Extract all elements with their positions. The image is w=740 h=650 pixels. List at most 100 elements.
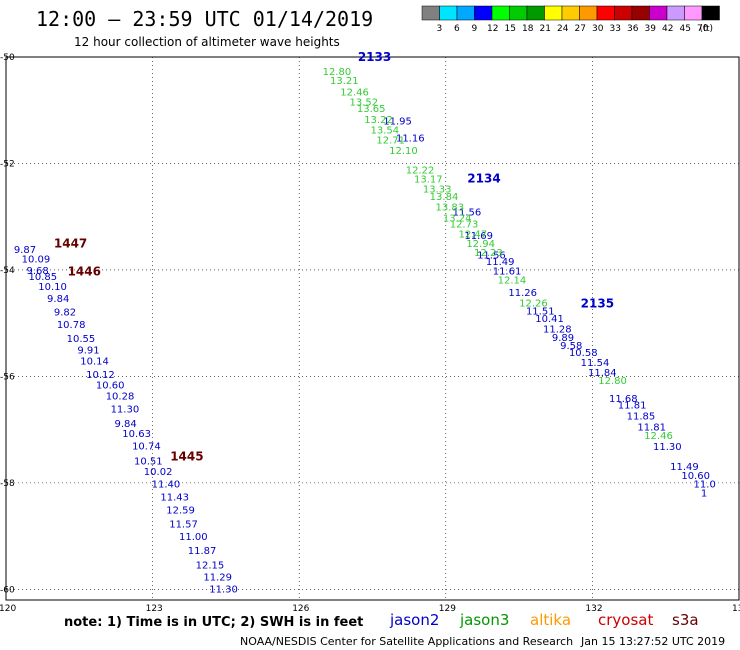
- s3a-data-point: 11.00: [179, 532, 208, 543]
- jason2-data-point: 11.61: [493, 267, 522, 278]
- x-tick-label: 132: [585, 604, 602, 614]
- s3a-data-point: 10.74: [132, 442, 161, 453]
- x-tick-label: 120: [0, 604, 16, 614]
- jason3-data-point: 12.10: [389, 146, 418, 157]
- colorbar-label: 30: [592, 24, 604, 34]
- y-tick-label: -58: [0, 479, 15, 489]
- s3a-data-point: 10.78: [57, 320, 86, 331]
- colorbar-unit: (ft): [700, 24, 714, 34]
- y-tick-label: -60: [0, 585, 15, 595]
- jason2-data-point: 11.84: [588, 368, 617, 379]
- colorbar-swatch: [544, 5, 563, 21]
- jason2-data-point: 11.95: [383, 116, 412, 127]
- s3a-data-point: 12.15: [196, 560, 225, 571]
- colorbar-swatch: [579, 5, 598, 21]
- jason3-data-point: 13.21: [330, 76, 359, 87]
- s3a-data-point: 11.43: [160, 492, 189, 503]
- jason3-data-point: 13.65: [357, 104, 386, 115]
- jason2-data-point: 11.85: [627, 411, 656, 422]
- footer-timestamp: Jan 15 13:27:52 UTC 2019: [580, 635, 725, 648]
- pass-number-label: 2134: [467, 171, 500, 185]
- x-tick-label: 129: [439, 604, 456, 614]
- colorbar-swatch: [631, 5, 650, 21]
- jason3-data-point: 12.71: [376, 136, 405, 147]
- jason2-data-point: 11.28: [543, 325, 572, 336]
- jason2-data-point: 11.51: [526, 306, 555, 317]
- jason3-data-point: 12.14: [498, 276, 527, 287]
- jason3-data-point: 13.22: [364, 115, 393, 126]
- satellite-legend: jason2 jason3 altika cryosat s3a: [389, 611, 699, 629]
- legend-s3a: s3a: [672, 611, 699, 629]
- y-tick-label: -56: [0, 372, 15, 382]
- colorbar-swatch: [456, 5, 475, 21]
- colorbar-label: 42: [662, 24, 673, 34]
- footer-credit: NOAA/NESDIS Center for Satellite Applica…: [240, 635, 573, 648]
- jason2-data-point: 9.58: [560, 341, 582, 352]
- s3a-data-point: 10.63: [122, 429, 151, 440]
- jason2-data-point: 10.58: [569, 348, 598, 359]
- s3a-data-point: 10.28: [106, 392, 135, 403]
- jason3-data-point: 12.80: [323, 67, 352, 78]
- colorbar-swatch: [649, 5, 668, 21]
- colorbar-legend: 3 6 9 12 15 18 21 24 27 30 33 36 39 42 45 70(ft): [421, 5, 720, 34]
- colorbar-label: 21: [540, 24, 551, 34]
- colorbar-swatch: [474, 5, 493, 21]
- gridlines: [6, 56, 739, 600]
- y-tick-label: -54: [0, 266, 15, 276]
- legend-jason3: jason3: [459, 611, 509, 629]
- s3a-data-point: 10.12: [86, 370, 115, 381]
- s3a-data-point: 9.84: [47, 294, 69, 305]
- jason2-data-point: 11.68: [609, 394, 638, 405]
- s3a-data-point: 10.55: [67, 334, 96, 345]
- pass-number-label: 1447: [54, 236, 87, 250]
- jason3-data-point: 12.46: [644, 431, 673, 442]
- jason2-data-point: 11.81: [618, 401, 647, 412]
- pass-number-label: 1445: [170, 449, 203, 463]
- colorbar-swatch: [701, 5, 720, 21]
- colorbar-label: 15: [505, 24, 516, 34]
- colorbar-label: 6: [454, 24, 460, 34]
- colorbar-swatch: [666, 5, 685, 21]
- colorbar-swatch: [596, 5, 615, 21]
- jason2-data-point: 9.89: [552, 333, 574, 344]
- jason3-data-point: 13.83: [436, 203, 465, 214]
- pass-number-label: 2135: [581, 296, 614, 310]
- s3a-data-point: 11.57: [169, 519, 198, 530]
- s3a-data-point: 10.14: [80, 357, 109, 368]
- plot-frame: [5, 56, 740, 601]
- jason2-data-point: 10.41: [535, 314, 564, 325]
- jason3-data-point: 12.26: [519, 298, 548, 309]
- axis-ticks: 120 123 126 129 132 135 -50 -52 -54 -56 -58 -60: [0, 53, 740, 614]
- jason2-data-point: 11.49: [670, 462, 699, 473]
- s3a-data-point: 9.82: [54, 308, 76, 319]
- colorbar-label: 70: [697, 24, 709, 34]
- colorbar-swatch: [421, 5, 440, 21]
- legend-jason2: jason2: [389, 611, 439, 629]
- colorbar-label: 27: [575, 24, 586, 34]
- colorbar-label: 45: [680, 24, 691, 34]
- s3a-data-point: 10.09: [22, 254, 51, 265]
- pass-number-label: 2133: [358, 50, 391, 64]
- colorbar-label: 3: [437, 24, 443, 34]
- jason3-data-point: 13.52: [350, 97, 379, 108]
- s3a-data-point: 11.29: [203, 573, 232, 584]
- jason3-data-point: 12.22: [406, 165, 435, 176]
- s3a-data-point: 9.84: [114, 419, 136, 430]
- jason2-data-point: 11.56: [453, 207, 482, 218]
- x-tick-label: 135: [732, 604, 740, 614]
- jason2-data-point: 11.26: [508, 288, 537, 299]
- x-tick-label: 126: [292, 604, 309, 614]
- x-tick-label: 123: [146, 604, 163, 614]
- chart-subtitle: 12 hour collection of altimeter wave hei…: [74, 35, 340, 49]
- jason3-data-point: 12.94: [466, 239, 495, 250]
- s3a-data-point: 11.87: [188, 546, 217, 557]
- colorbar-swatch: [509, 5, 528, 21]
- s3a-data-point: 11.30: [209, 584, 238, 595]
- jason3-data-point: 12.73: [450, 220, 479, 231]
- jason2-data-point: 11.49: [486, 257, 515, 268]
- y-tick-label: -50: [0, 53, 15, 63]
- s3a-data-point: 10.51: [134, 457, 163, 468]
- colorbar-swatch: [491, 5, 510, 21]
- colorbar-swatch: [614, 5, 633, 21]
